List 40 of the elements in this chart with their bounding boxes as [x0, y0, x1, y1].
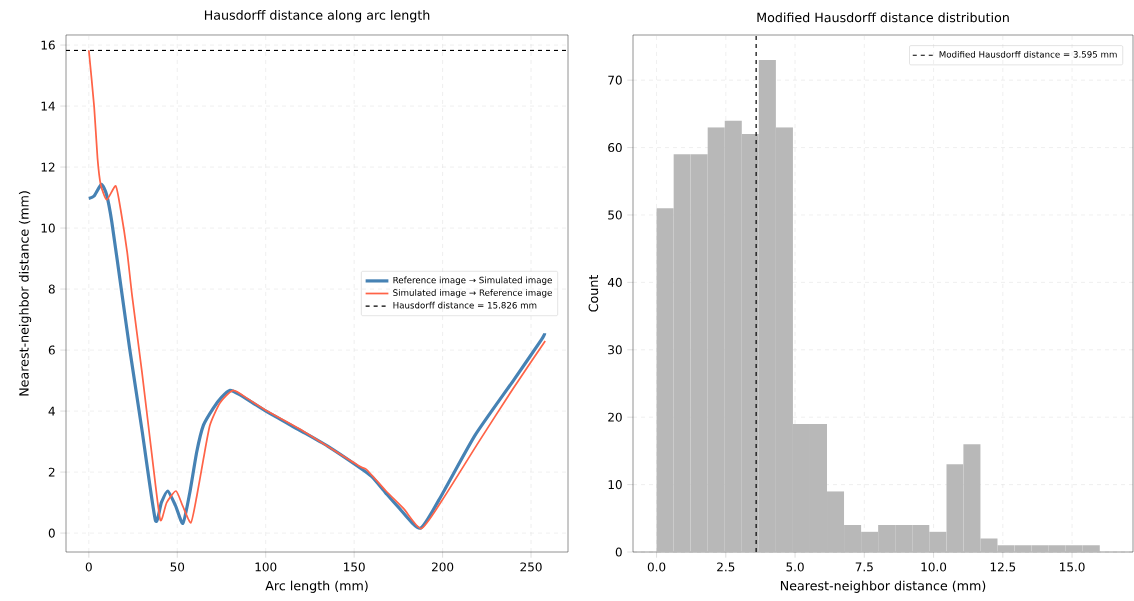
x-tick-label: 15.0: [1060, 562, 1085, 572]
x-tick-label: 12.5: [990, 562, 1016, 572]
y-tick-label: 16: [41, 40, 55, 50]
x-tick-label: 7.5: [855, 562, 873, 572]
y-tick-label: 40: [607, 277, 622, 287]
x-axis-title: Nearest-neighbor distance (mm): [780, 580, 986, 593]
legend-label: Simulated image → Reference image: [393, 289, 552, 298]
y-tick-label: 70: [608, 75, 622, 85]
x-tick-label: 2.5: [717, 562, 735, 572]
y-tick-label: 4: [48, 406, 55, 416]
x-tick-label: 200: [432, 562, 454, 572]
y-tick-label: 0: [615, 547, 622, 557]
y-tick-label: 12: [41, 162, 55, 172]
y-tick-label: 20: [608, 412, 622, 422]
x-tick-label: 0: [85, 562, 92, 572]
y-tick-label: 14: [41, 101, 55, 111]
y-tick-label: 6: [48, 345, 55, 355]
y-axis-title: Count: [588, 274, 599, 312]
legend-label: Hausdorff distance = 15.826 mm: [393, 301, 537, 309]
y-tick-label: 60: [608, 143, 622, 153]
x-tick-label: 10.0: [921, 562, 947, 572]
x-tick-label: 150: [344, 562, 365, 572]
x-tick-label: 5.0: [786, 562, 804, 572]
y-tick-label: 30: [608, 345, 622, 355]
x-tick-label: 100: [255, 562, 277, 572]
y-tick-label: 0: [48, 528, 55, 538]
chart-title: Hausdorff distance along arc length: [204, 10, 430, 23]
y-tick-label: 10: [608, 480, 622, 490]
x-tick-label: 50: [170, 562, 185, 572]
y-tick-label: 50: [608, 210, 622, 220]
y-tick-label: 2: [48, 467, 55, 477]
y-axis-title: Nearest-neighbor distance (mm): [18, 191, 32, 396]
x-tick-label: 250: [520, 562, 542, 572]
y-tick-label: 10: [41, 223, 55, 233]
y-tick-label: 8: [48, 284, 55, 294]
x-axis-title: Arc length (mm): [265, 580, 368, 593]
ref-line-label: Modified Hausdorff distance = 3.595 mm: [939, 50, 1117, 58]
x-tick-label: 0.0: [647, 562, 666, 572]
legend-label: Reference image → Simulated image: [393, 276, 552, 286]
chart-title: Modified Hausdorff distance distribution: [757, 12, 1009, 23]
